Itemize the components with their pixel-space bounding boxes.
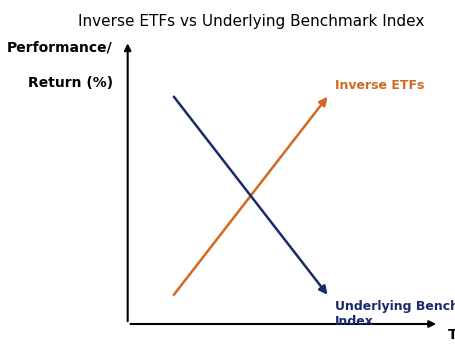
Text: Return (%): Return (%): [28, 76, 113, 90]
Text: Performance/: Performance/: [7, 40, 113, 54]
Text: Time: Time: [447, 328, 455, 342]
Text: Inverse ETFs vs Underlying Benchmark Index: Inverse ETFs vs Underlying Benchmark Ind…: [77, 14, 423, 30]
Text: Underlying Benchmark
Index: Underlying Benchmark Index: [334, 300, 455, 328]
Text: Inverse ETFs: Inverse ETFs: [334, 79, 424, 92]
